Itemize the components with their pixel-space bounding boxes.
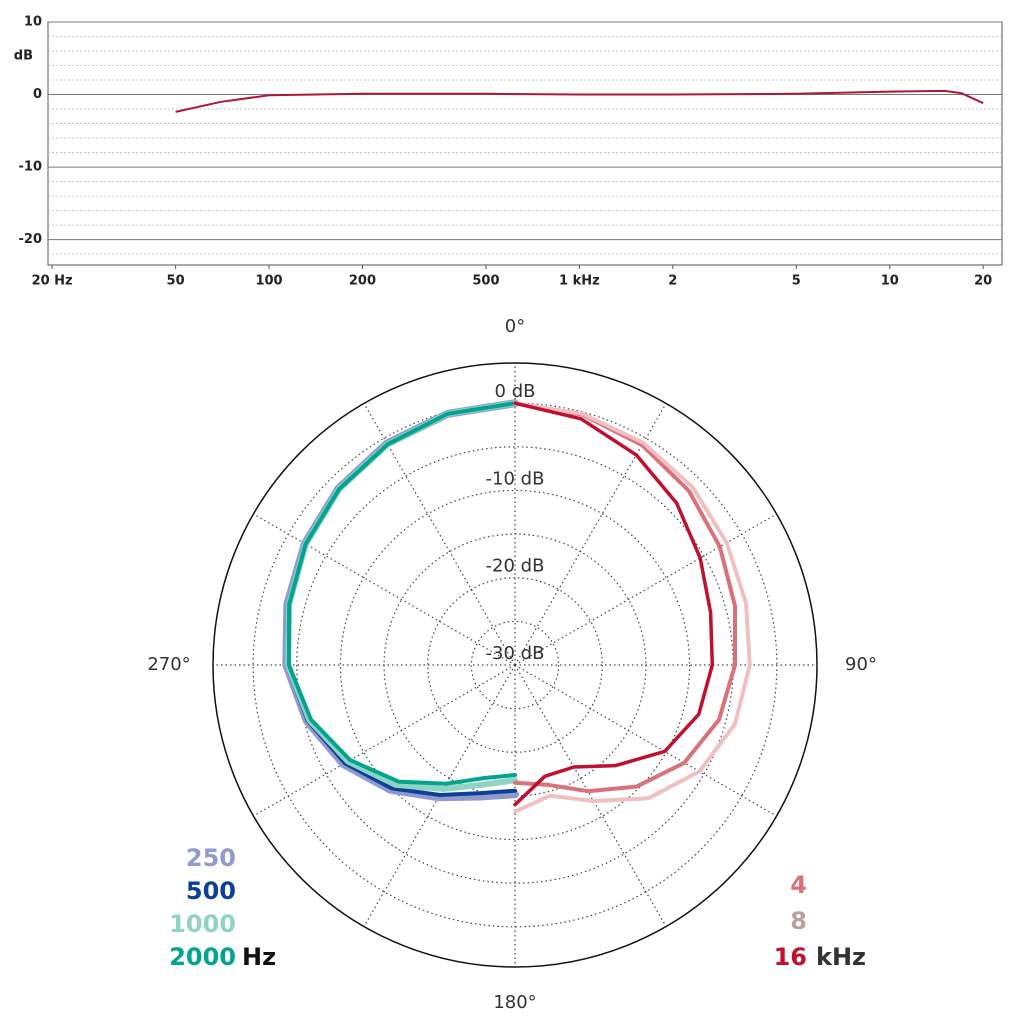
theta-tick-label: 90° <box>845 654 877 675</box>
y-tick-label: -20 <box>19 232 43 247</box>
plot-frame <box>47 21 1003 266</box>
radial-grid-line <box>363 664 516 927</box>
outer-ring <box>212 362 818 968</box>
radial-grid-line <box>514 664 777 817</box>
radial-grid-line <box>363 403 516 666</box>
polar-curve <box>513 401 715 807</box>
radial-grid-line <box>514 513 777 666</box>
x-tick-label: 10 <box>881 274 899 289</box>
theta-tick-label: 0° <box>505 316 525 337</box>
polar-curve <box>513 401 737 794</box>
y-tick-label: 10 <box>24 15 42 30</box>
polar-curve <box>286 401 517 786</box>
x-tick-label: 50 <box>167 274 185 289</box>
r-tick-label: -20 dB <box>486 556 545 577</box>
radial-grid-line <box>514 664 667 927</box>
polar-curve <box>513 401 752 814</box>
ring-grid <box>383 533 647 797</box>
legend-entry: 500 <box>186 877 236 905</box>
ring-grid <box>427 577 603 753</box>
y-axis-label: dB <box>14 49 33 64</box>
x-tick-label: 20 Hz <box>32 274 73 289</box>
x-tick-label: 20 <box>974 274 992 289</box>
x-tick-label: 100 <box>255 274 282 289</box>
r-tick-label: -30 dB <box>486 643 545 664</box>
legend-unit: kHz <box>816 943 866 971</box>
radial-grid-line <box>253 513 516 666</box>
ring-grid <box>470 620 560 710</box>
response-line <box>175 89 984 113</box>
legend-entry: 250 <box>186 844 236 872</box>
legend-entry: 4 <box>790 871 807 899</box>
x-tick-label: 5 <box>792 274 801 289</box>
x-tick-label: 500 <box>472 274 499 289</box>
y-tick-label: -10 <box>19 160 43 175</box>
legend-entry: 8 <box>790 907 807 935</box>
legend-entry: 2000 <box>169 943 236 971</box>
theta-tick-label: 180° <box>493 992 536 1013</box>
x-tick-label: 2 <box>668 274 677 289</box>
legend-unit: Hz <box>242 943 276 971</box>
x-tick-label: 200 <box>349 274 376 289</box>
theta-tick-label: 270° <box>147 654 190 675</box>
radial-grid-line <box>514 403 667 666</box>
r-tick-label: -10 dB <box>486 468 545 489</box>
radial-grid-line <box>253 664 516 817</box>
legend-entry: 16 <box>774 943 807 971</box>
y-tick-label: 0 <box>33 87 42 102</box>
x-tick-label: 1 kHz <box>559 274 600 289</box>
legend-entry: 1000 <box>169 910 236 938</box>
r-tick-label: 0 dB <box>495 381 536 402</box>
ring-grid <box>339 489 691 841</box>
